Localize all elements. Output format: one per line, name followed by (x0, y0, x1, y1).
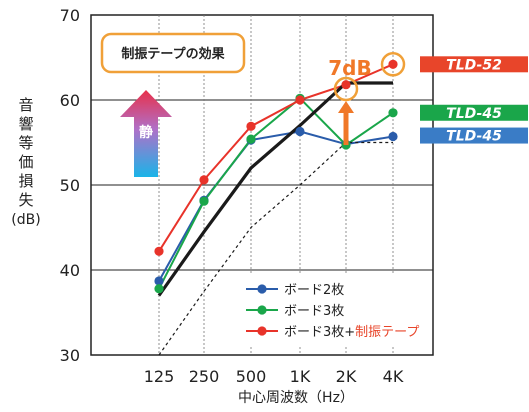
y-label-char: 価 (18, 153, 33, 171)
data-point (341, 80, 351, 90)
data-point (295, 126, 305, 137)
y-tick-label: 50 (60, 176, 80, 195)
data-point (295, 95, 305, 105)
delta-annotation: 7dB (328, 52, 406, 146)
y-label-char: 響 (18, 115, 33, 133)
product-tag-bg (420, 104, 528, 121)
data-point (199, 196, 209, 206)
y-label-char: (dB) (11, 212, 40, 228)
data-point (199, 175, 209, 185)
data-point (154, 246, 164, 256)
legend-label: ボード3枚+制振テープ (284, 325, 419, 340)
data-point (154, 276, 164, 286)
legend-label-highlight: 制振テープ (355, 325, 419, 340)
effect-box (100, 32, 246, 74)
x-tick-label: 250 (189, 367, 220, 386)
quiet-arrow (120, 90, 172, 177)
data-point (246, 121, 256, 131)
data-point (246, 134, 256, 144)
product-tag-label: TLD-45 (446, 129, 502, 145)
x-axis-label: 中心周波数（Hz） (238, 390, 354, 406)
legend-marker (257, 284, 267, 294)
x-tick-label: 2K (336, 367, 357, 386)
legend-label: ボード3枚 (284, 304, 344, 319)
legend-marker (257, 305, 267, 315)
y-tick-label: 30 (60, 346, 80, 365)
y-label-char: 音 (18, 96, 33, 114)
y-tick-label: 60 (60, 91, 80, 110)
product-tag-bg (420, 56, 528, 73)
product-tag-label: TLD-52 (446, 57, 502, 73)
legend-label: ボード2枚 (284, 283, 344, 298)
x-tick-label: 4K (383, 367, 404, 386)
effect-box-text: 制振テープの効果 (121, 46, 224, 62)
y-label-char: 損 (18, 172, 33, 190)
y-label-char: 失 (18, 191, 33, 209)
y-tick-label: 70 (60, 6, 80, 25)
legend-marker (257, 326, 267, 336)
product-tags: TLD-52 TLD-45 TLD-45 (420, 56, 528, 145)
x-tick-label: 125 (144, 367, 175, 386)
product-tag-bg (420, 127, 528, 144)
y-tick-labels: 30 40 50 60 70 (60, 6, 80, 365)
series-line-1 (158, 97, 394, 290)
data-point (388, 131, 398, 142)
data-point (388, 59, 398, 69)
product-tag-label: TLD-45 (446, 106, 502, 122)
highlight-ring-2k (333, 76, 359, 102)
data-point (154, 284, 164, 294)
delta-arrow-head (338, 101, 354, 113)
x-tick-labels: 125 250 500 1K 2K 4K (144, 367, 404, 386)
y-label-char: 等 (18, 134, 33, 152)
legend-label-part: ボード3枚+ (284, 325, 355, 340)
highlight-ring-4k (380, 52, 406, 77)
delta-text: 7dB (328, 56, 371, 80)
data-point (388, 108, 398, 118)
y-tick-label: 40 (60, 261, 80, 280)
x-tick-label: 1K (290, 367, 311, 386)
quiet-arrow-text: 静 (139, 124, 153, 141)
x-tick-label: 500 (236, 367, 267, 386)
